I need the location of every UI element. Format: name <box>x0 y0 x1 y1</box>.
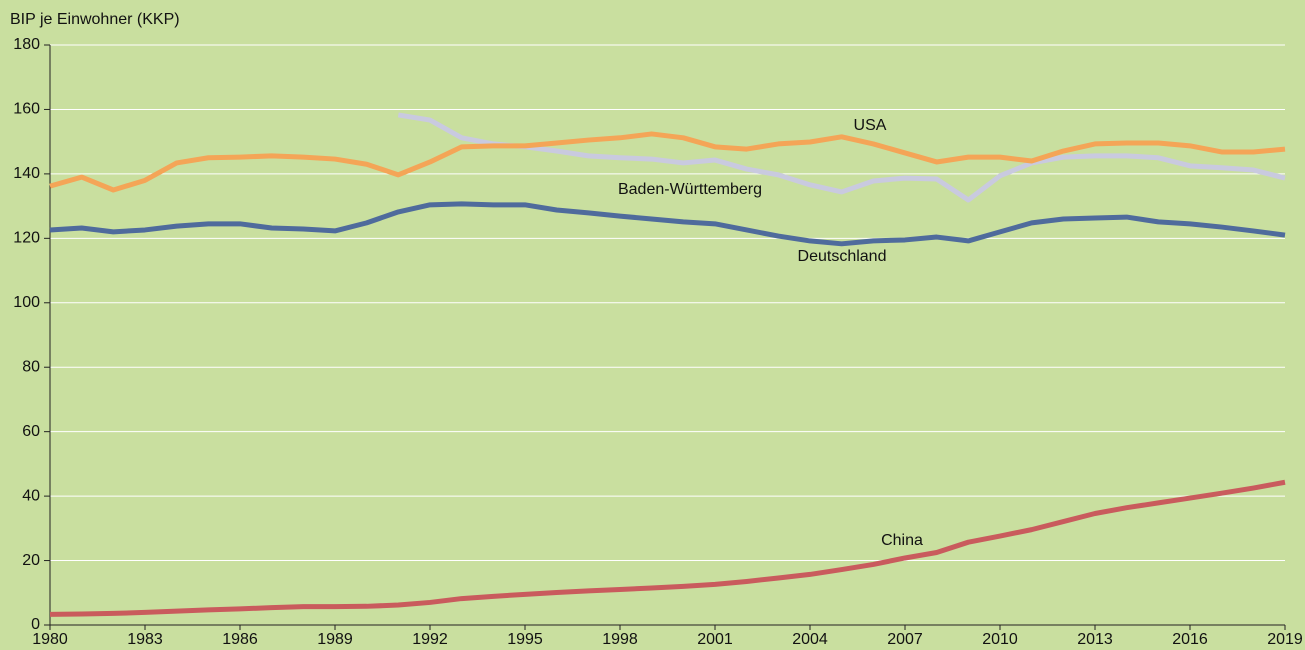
x-tick-label: 1995 <box>507 631 543 648</box>
series-line <box>49 201 1286 247</box>
series-label: USA <box>854 117 887 134</box>
y-tick-label: 140 <box>13 165 40 182</box>
y-tick-label: 100 <box>13 294 40 311</box>
x-tick-label: 2001 <box>697 631 733 648</box>
y-tick-label: 160 <box>13 101 40 118</box>
series-label: Deutschland <box>798 248 887 265</box>
y-tick-label: 40 <box>22 487 40 504</box>
y-axis-label: BIP je Einwohner (KKP) <box>10 11 180 28</box>
series-line <box>49 479 1286 617</box>
x-tick-label: 2019 <box>1267 631 1303 648</box>
x-tick-label: 2007 <box>887 631 923 648</box>
x-tick-label: 1992 <box>412 631 448 648</box>
series-label: China <box>881 532 923 549</box>
x-tick-label: 2004 <box>792 631 828 648</box>
x-tick-label: 2013 <box>1077 631 1113 648</box>
x-tick-label: 1980 <box>32 631 68 648</box>
y-tick-label: 80 <box>22 358 40 375</box>
series-line <box>397 112 1286 203</box>
x-tick-label: 2016 <box>1172 631 1208 648</box>
y-tick-label: 20 <box>22 552 40 569</box>
x-tick-label: 1989 <box>317 631 353 648</box>
y-tick-label: 120 <box>13 230 40 247</box>
y-tick-label: 0 <box>31 616 40 633</box>
x-tick-label: 1998 <box>602 631 638 648</box>
series-label: Baden-Württemberg <box>618 181 762 198</box>
y-tick-label: 60 <box>22 423 40 440</box>
x-tick-label: 1986 <box>222 631 258 648</box>
series-line <box>49 131 1286 193</box>
x-tick-label: 1983 <box>127 631 163 648</box>
x-tick-label: 2010 <box>982 631 1018 648</box>
y-tick-label: 180 <box>13 36 40 53</box>
